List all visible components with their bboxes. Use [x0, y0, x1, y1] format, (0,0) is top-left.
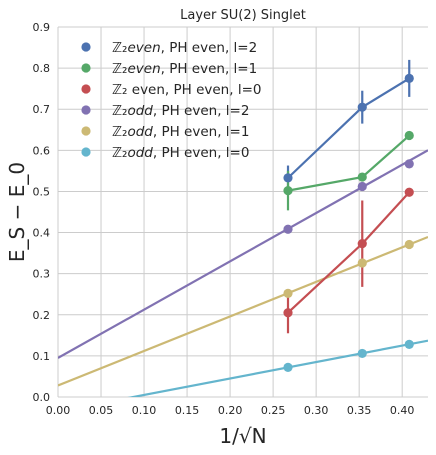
data-point [283, 362, 293, 372]
y-tick-label: 0.1 [33, 350, 51, 363]
y-tick-label: 0.6 [33, 144, 51, 157]
legend-label-prefix: ℤ₂ [112, 61, 127, 77]
x-axis-label: 1/√N [219, 424, 266, 448]
y-tick-label: 0.8 [33, 62, 51, 75]
legend-label: ℤ₂odd, PH even, l=0 [112, 145, 249, 161]
legend-label-rest: , PH even, l=1 [153, 124, 250, 140]
legend-marker [81, 147, 91, 157]
y-tick-label: 0.2 [33, 309, 51, 322]
y-tick-label: 0.5 [33, 185, 51, 198]
legend-label-rest: , PH even, l=0 [153, 145, 250, 161]
x-tick-label: 0.20 [218, 404, 243, 417]
legend-label-rest: , PH even, l=2 [161, 40, 258, 56]
legend-marker [81, 42, 91, 52]
legend-label-prefix: ℤ₂ [112, 145, 127, 161]
data-point [357, 102, 367, 112]
legend-label-emphasis: even [127, 40, 160, 56]
data-point [283, 288, 293, 298]
x-tick-label: 0.40 [390, 404, 415, 417]
data-point [404, 159, 414, 169]
y-tick-label: 0.7 [33, 103, 51, 116]
data-point [404, 187, 414, 197]
x-tick-label: 0.00 [46, 404, 71, 417]
data-point [357, 181, 367, 192]
data-point [404, 339, 414, 349]
legend-label-prefix: ℤ₂ [112, 40, 127, 56]
legend-label-prefix: ℤ₂ [112, 124, 127, 140]
data-point [404, 130, 414, 141]
legend-label: ℤ₂ even, PH even, l=0 [112, 82, 261, 98]
data-point [357, 239, 367, 249]
y-tick-label: 0.4 [33, 227, 51, 240]
legend-label-emphasis: even [127, 61, 160, 77]
y-axis-label: E_S − E_0 [5, 162, 29, 262]
data-point [283, 308, 293, 318]
legend-label: ℤ₂odd, PH even, l=1 [112, 124, 249, 140]
x-tick-label: 0.30 [304, 404, 329, 417]
data-point [357, 172, 367, 182]
chart-title: Layer SU(2) Singlet [180, 8, 306, 23]
x-tick-label: 0.05 [89, 404, 114, 417]
legend-label-rest: , PH even, l=1 [161, 61, 258, 77]
legend-label: ℤ₂even, PH even, l=1 [112, 61, 257, 77]
legend-label-prefix: ℤ₂ [112, 82, 127, 98]
data-point [283, 224, 293, 234]
x-tick-label: 0.25 [261, 404, 286, 417]
legend-label-emphasis: odd [127, 145, 153, 161]
legend-label: ℤ₂odd, PH even, l=2 [112, 103, 249, 119]
plot-area-background [58, 27, 428, 397]
data-point [283, 186, 293, 196]
legend-label-emphasis: odd [127, 124, 153, 140]
x-tick-label: 0.35 [347, 404, 372, 417]
legend-label-prefix: ℤ₂ [112, 103, 127, 119]
y-tick-label: 0.0 [33, 391, 51, 404]
data-point [283, 173, 293, 183]
legend-marker [81, 126, 91, 136]
legend-marker [81, 105, 91, 115]
legend-marker [81, 63, 91, 73]
data-point [404, 73, 414, 83]
x-tick-label: 0.10 [132, 404, 157, 417]
y-tick-label: 0.9 [33, 21, 51, 34]
y-tick-label: 0.3 [33, 268, 51, 281]
legend-label-rest: , PH even, l=2 [153, 103, 250, 119]
grid [57, 26, 428, 398]
data-points [283, 73, 414, 372]
x-tick-labels: 0.00 0.05 0.10 0.15 0.20 0.25 0.30 0.35 0.40 [46, 404, 415, 417]
y-tick-labels: 0.0 0.1 0.2 0.3 0.4 0.5 0.6 0.7 0.8 0.9 [33, 21, 51, 404]
x-tick-label: 0.15 [175, 404, 200, 417]
data-point [404, 239, 414, 250]
legend-label-emphasis: odd [127, 103, 153, 119]
legend-label: ℤ₂even, PH even, l=2 [112, 40, 257, 56]
data-point [357, 348, 367, 359]
data-point [357, 258, 367, 268]
legend-label-rest: even, PH even, l=0 [127, 82, 261, 98]
legend-marker [81, 84, 91, 94]
